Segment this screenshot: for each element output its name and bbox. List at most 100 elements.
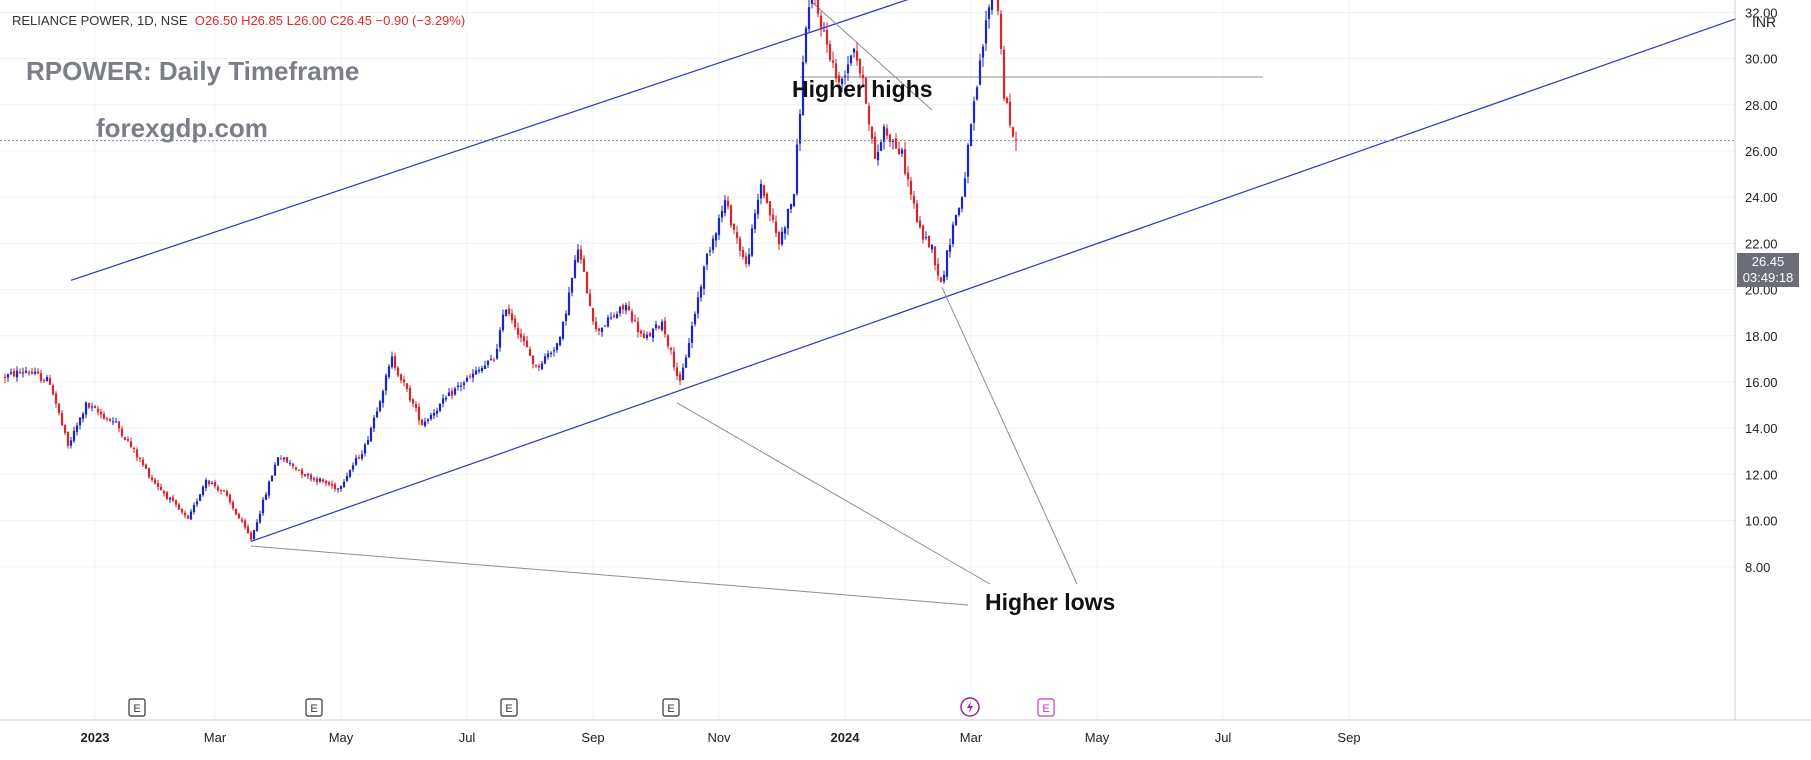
candle <box>564 310 568 326</box>
candle <box>621 303 625 314</box>
candle-body <box>138 458 142 460</box>
channel-lower-line <box>250 18 1737 542</box>
candle-body <box>723 200 727 214</box>
candle-body <box>954 214 958 225</box>
candle <box>336 487 340 493</box>
candle-body <box>789 203 793 210</box>
candle-body <box>741 250 745 257</box>
candle-body <box>909 180 913 195</box>
candle-body <box>804 28 808 63</box>
candle <box>156 479 160 491</box>
candle <box>21 367 25 378</box>
candle-body <box>381 390 385 403</box>
candle-body <box>471 373 475 378</box>
candle <box>939 276 943 283</box>
candle-body <box>756 199 760 215</box>
candle-body <box>423 421 427 426</box>
candle <box>597 328 601 336</box>
candle <box>957 207 961 217</box>
candle-body <box>534 364 538 366</box>
y-tick-label: 10.00 <box>1745 514 1778 529</box>
candle <box>75 422 79 436</box>
candle <box>1005 96 1009 105</box>
candle <box>972 96 976 131</box>
candle-body <box>501 314 505 331</box>
candle <box>801 55 805 116</box>
candle <box>522 333 526 347</box>
candle <box>492 357 496 363</box>
candle <box>606 314 610 328</box>
candle <box>495 343 499 360</box>
candle <box>111 417 115 425</box>
candle-body <box>927 235 931 248</box>
candle <box>879 139 883 152</box>
candle-body <box>678 374 682 381</box>
candle-body <box>312 478 316 480</box>
candle-body <box>981 46 985 58</box>
candle-body <box>408 387 412 401</box>
candle-body <box>924 237 928 239</box>
candle <box>870 126 874 144</box>
candle <box>147 467 151 479</box>
candle-body <box>570 277 574 293</box>
candle-body <box>489 359 493 361</box>
candle-body <box>432 412 436 416</box>
candle-body <box>837 75 841 83</box>
candle-body <box>720 210 724 218</box>
candle <box>201 485 205 497</box>
candle <box>42 378 46 384</box>
candle <box>273 462 277 476</box>
candle-body <box>948 244 952 252</box>
candle-body <box>840 78 844 85</box>
candle <box>666 333 670 350</box>
candle <box>603 325 607 327</box>
candle-body <box>684 357 688 368</box>
earnings-marker: E <box>662 698 680 717</box>
candle-body <box>369 428 373 442</box>
candle-body <box>24 371 28 373</box>
candle <box>555 342 559 353</box>
candle <box>255 519 259 533</box>
candle <box>858 58 862 79</box>
candle-body <box>885 128 889 136</box>
candle-body <box>48 377 52 385</box>
candle-body <box>984 20 988 44</box>
candle-body <box>255 522 259 531</box>
candle <box>363 442 367 457</box>
candle <box>159 483 163 491</box>
candle-body <box>243 520 247 528</box>
candle <box>432 408 436 419</box>
candle <box>753 209 757 234</box>
candle <box>459 382 463 392</box>
candle <box>852 47 856 58</box>
symbol-info[interactable]: RELIANCE POWER, 1D, NSE O26.50 H26.85 L2… <box>12 13 465 28</box>
candle <box>81 411 85 423</box>
candle-body <box>513 318 517 328</box>
candle-body <box>597 328 601 331</box>
candle-body <box>555 343 559 351</box>
candle-body <box>540 363 544 370</box>
candle-body <box>165 492 169 499</box>
candle <box>246 524 250 534</box>
candle-body <box>618 307 622 314</box>
candle-body <box>726 200 730 207</box>
candle-body <box>609 317 613 319</box>
candle <box>735 225 739 245</box>
currency-label[interactable]: INR <box>1752 14 1777 30</box>
candle-body <box>822 30 826 32</box>
earnings-marker: E <box>500 698 518 717</box>
candle <box>57 403 61 416</box>
candle-body <box>60 413 64 426</box>
candle-body <box>852 48 856 53</box>
candle <box>117 420 121 433</box>
candle <box>945 250 949 281</box>
candle-body <box>831 60 835 63</box>
x-tick-label: Jul <box>1215 730 1232 745</box>
candle <box>618 305 622 317</box>
candle-body <box>744 256 748 264</box>
candle <box>381 389 385 408</box>
candle <box>99 408 103 419</box>
candle <box>831 51 835 68</box>
